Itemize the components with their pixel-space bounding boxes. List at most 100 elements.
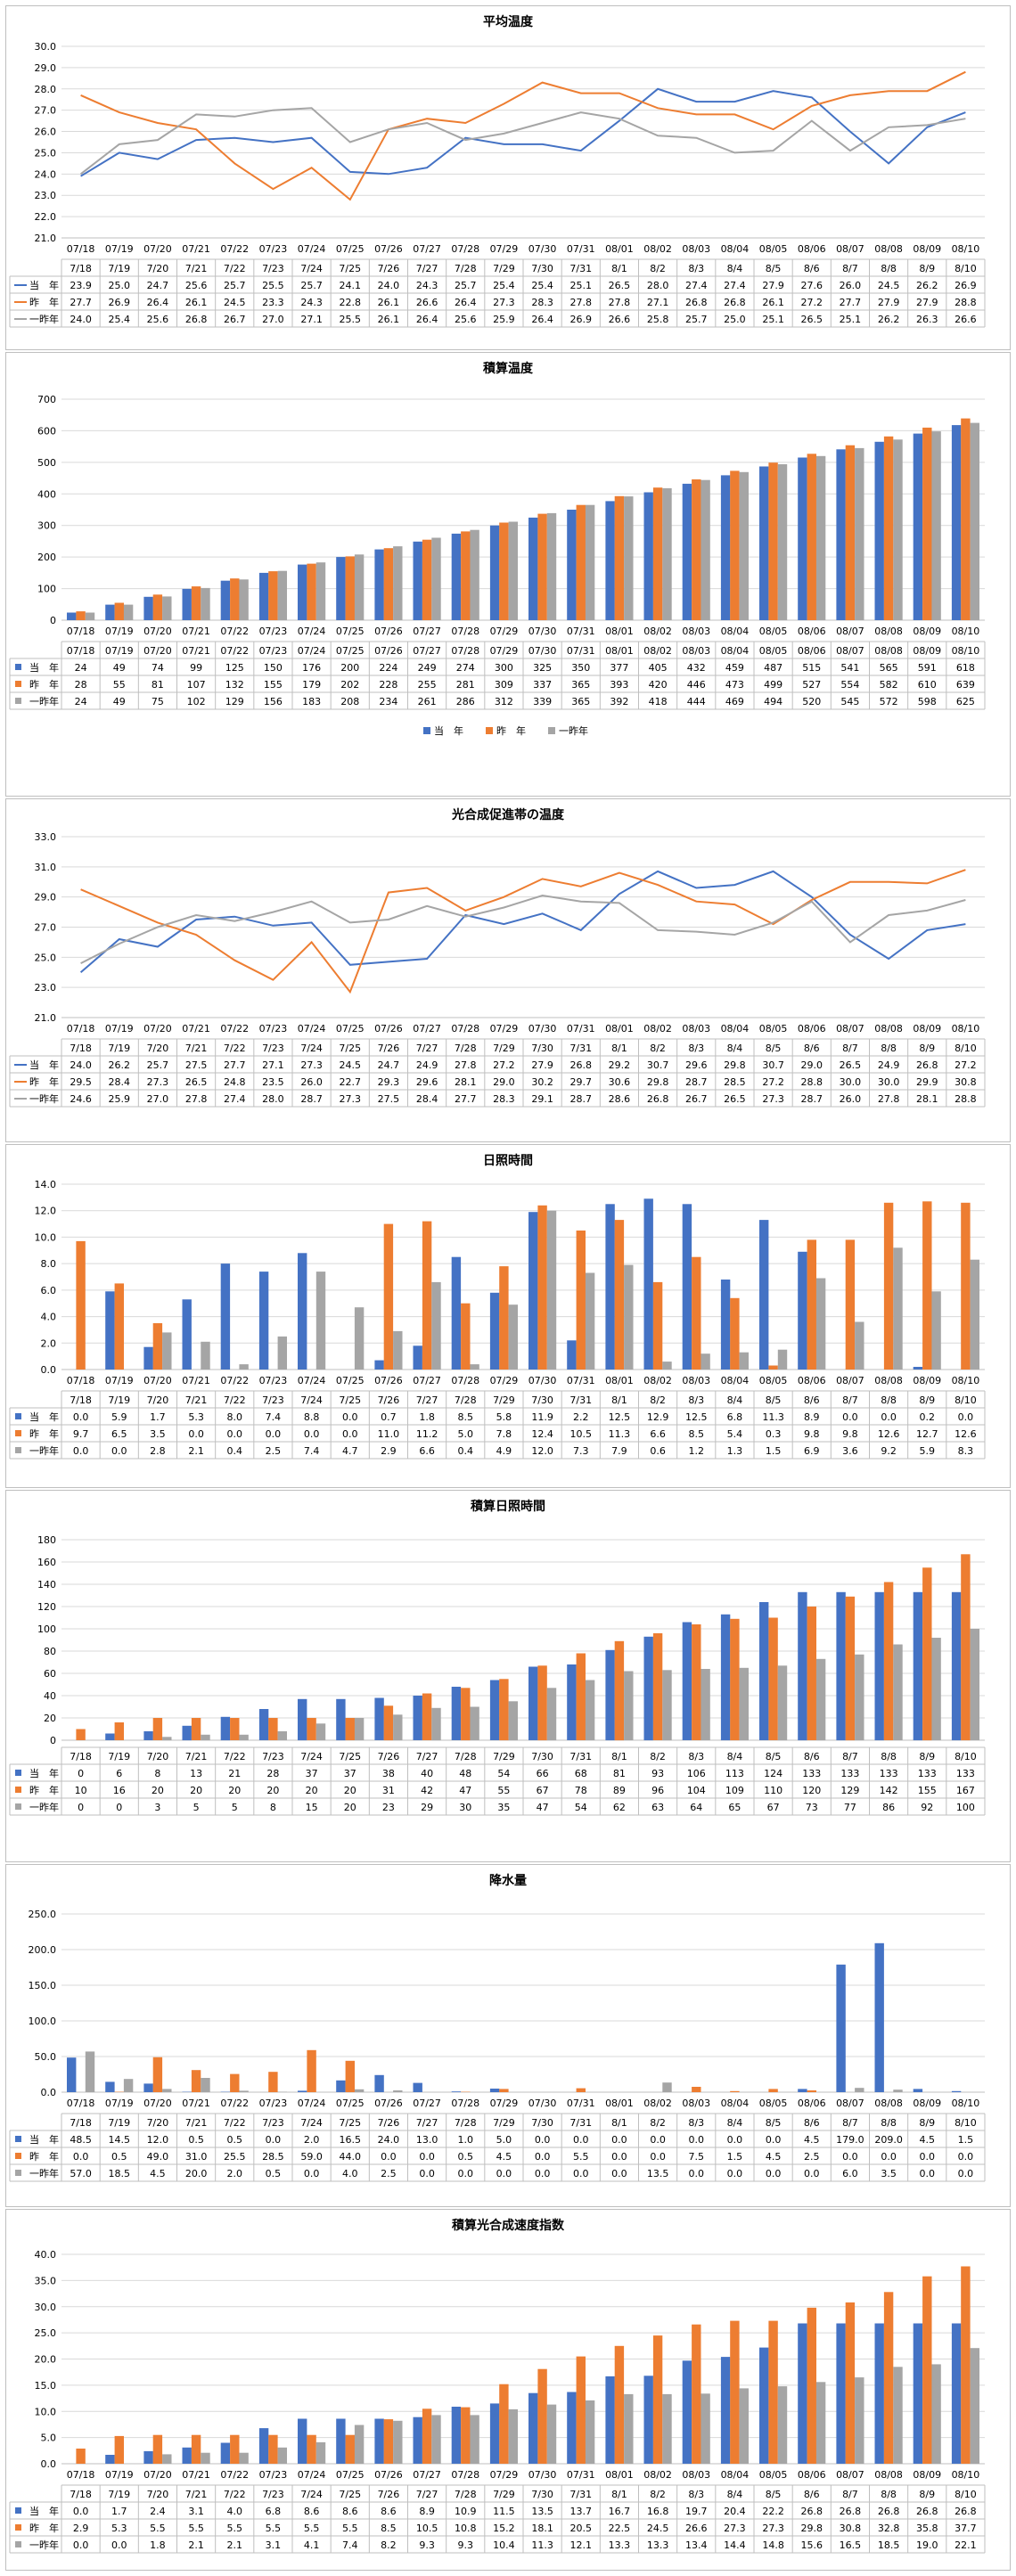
x-tick-label: 08/10: [952, 626, 980, 637]
table-header-cell: 7/18: [70, 1751, 92, 1762]
table-cell: 4.0: [227, 2506, 243, 2517]
table-header-cell: 08/02: [643, 645, 672, 657]
table-cell: 155: [264, 679, 283, 691]
bar-current: [528, 1212, 538, 1370]
avg-temp-chart-svg: 平均温度 21.0 22.0 23.0 24.0 25.0 26.0 27.0 28.0 29.0…: [9, 14, 986, 328]
table-cell: 274: [456, 662, 475, 674]
table-cell: 9.2: [881, 1445, 897, 1457]
bar-two_years: [777, 2386, 788, 2464]
accum-temp-chart-svg: 積算温度 0 100 200 300 400 500 600 700 07/18 07/19 07/2…: [9, 361, 986, 737]
bar-current: [67, 612, 77, 620]
bar-current: [451, 533, 462, 620]
x-tick-label: 07/28: [451, 1375, 479, 1386]
bar-current: [336, 1698, 346, 1741]
table-cell: 25.7: [455, 280, 477, 291]
bar-previous: [422, 1221, 432, 1370]
table-cell: 26.4: [455, 297, 477, 308]
bar-two_years: [85, 612, 95, 620]
table-cell: 19.7: [685, 2506, 708, 2517]
x-tick-label: 07/24: [298, 2098, 326, 2109]
table-cell: 25.5: [224, 2151, 246, 2163]
x-tick-label: 07/22: [220, 2469, 249, 2481]
table-cell: 26.0: [840, 1093, 862, 1105]
bar-previous: [807, 1607, 816, 1740]
table-cell: 26.7: [224, 314, 246, 325]
x-tick-label: 08/07: [836, 626, 864, 637]
table-cell: 405: [649, 662, 668, 674]
table-row-label-previous: 昨 年: [29, 2150, 59, 2163]
x-tick-label: 07/27: [413, 2098, 441, 2109]
y-tick-label: 35.0: [35, 2275, 57, 2286]
table-cell: 27.9: [531, 1059, 553, 1071]
bar-previous: [191, 2434, 201, 2464]
bar-current: [182, 2447, 192, 2464]
bar-previous: [383, 2419, 394, 2464]
bar-two_years: [162, 2454, 172, 2464]
y-tick-label: 8.0: [41, 1258, 57, 1270]
table-header-cell: 8/9: [919, 2117, 935, 2129]
table-cell: 5.9: [111, 1411, 127, 1423]
table-cell: 28.4: [416, 1093, 438, 1105]
y-tick-label: 25.0: [35, 147, 57, 159]
x-tick-label: 08/07: [836, 1023, 864, 1034]
table-cell: 29.8: [647, 1076, 669, 1088]
table-cell: 0: [78, 1768, 84, 1779]
table-cell: 325: [533, 662, 552, 674]
table-cell: 0.0: [111, 1445, 127, 1457]
table-header-cell: 7/25: [339, 1043, 361, 1054]
table-cell: 3.1: [266, 2539, 282, 2551]
table-cell: 0.0: [73, 1411, 89, 1423]
table-cell: 5.5: [227, 2523, 243, 2534]
bar-current: [874, 1942, 884, 2092]
table-cell: 0.0: [73, 2151, 89, 2163]
table-header-cell: 08/06: [798, 645, 826, 657]
x-tick-label: 08/03: [682, 243, 710, 255]
legend-label-two_years: 一昨年: [559, 724, 588, 737]
table-header-cell: 7/26: [378, 2489, 400, 2500]
table-header-cell: 8/7: [842, 1751, 858, 1762]
table-cell: 0.0: [650, 2151, 666, 2163]
table-cell: 26.1: [378, 297, 400, 308]
table-cell: 209.0: [874, 2134, 903, 2146]
table-cell: 29.0: [801, 1059, 823, 1071]
series-line-current: [79, 870, 966, 974]
table-cell: 0.2: [920, 1411, 936, 1423]
table-header-cell: 08/04: [721, 645, 750, 657]
table-cell: 28.3: [493, 1093, 515, 1105]
y-tick-label: 12.0: [35, 1206, 57, 1217]
x-tick-label: 07/19: [105, 626, 134, 637]
accum-photo-chart-svg: 積算光合成速度指数 0.0 5.0 10.0 15.0 20.0 25.0 30.0 35.0 4…: [9, 2218, 986, 2554]
x-tick-label: 08/09: [913, 626, 941, 637]
table-header-cell: 7/20: [147, 2489, 169, 2500]
series-line-previous: [80, 70, 966, 201]
table-cell: 0.4: [227, 1445, 243, 1457]
table-cell: 28: [266, 1768, 279, 1779]
table-header-cell: 8/5: [766, 1751, 782, 1762]
y-tick-label: 200: [37, 552, 56, 563]
table-cell: 25.6: [147, 314, 169, 325]
table-cell: 12.5: [685, 1411, 708, 1423]
bar-previous: [614, 1640, 625, 1741]
table-header-cell: 08/07: [836, 645, 864, 657]
bar-current: [489, 2403, 500, 2464]
bar-previous: [230, 2434, 240, 2464]
table-header-cell: 7/28: [455, 1043, 477, 1054]
table-cell: 24.0: [378, 2134, 400, 2146]
table-header-cell: 7/22: [224, 263, 246, 274]
table-header-cell: 7/31: [569, 1751, 592, 1762]
table-row-label-two_years: 一昨年: [29, 1801, 59, 1813]
table-cell: 2.5: [381, 2168, 397, 2179]
table-row-label-previous: 昨 年: [29, 1784, 59, 1796]
table-header-cell: 7/21: [185, 263, 208, 274]
x-tick-label: 07/26: [374, 243, 403, 255]
bar-current: [798, 457, 807, 620]
table-cell: 0.5: [227, 2134, 243, 2146]
table-cell: 25.1: [570, 280, 593, 291]
bar-previous: [191, 2070, 201, 2092]
bar-current: [759, 1220, 769, 1370]
table-header-cell: 07/22: [220, 645, 249, 657]
table-cell: 4.5: [920, 2134, 936, 2146]
bar-previous: [461, 1303, 471, 1370]
table-cell: 25.1: [840, 314, 862, 325]
table-cell: 26.4: [531, 314, 553, 325]
